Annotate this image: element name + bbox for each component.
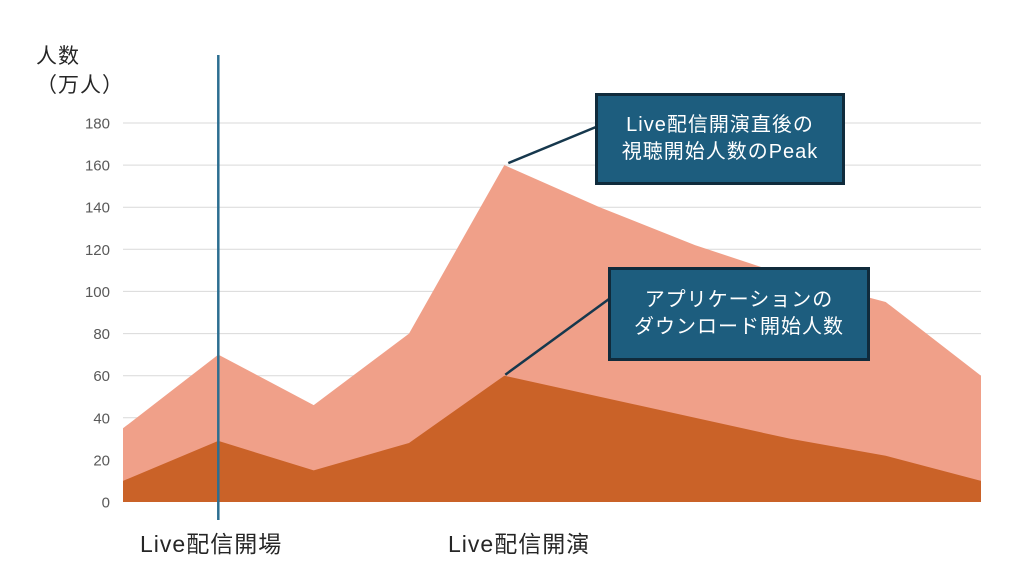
y-axis-title-line1: 人数	[36, 45, 80, 68]
y-tick-label-120: 120	[85, 242, 110, 259]
y-tick-label-40: 40	[93, 410, 110, 427]
y-axis-title: 人数 （万人）	[36, 42, 124, 100]
leader-line-app-downloads	[504, 297, 610, 376]
x-axis-label-live-kaien: Live配信開演	[448, 531, 591, 557]
callout-viewers-peak: Live配信開演直後の 視聴開始人数のPeak	[595, 93, 845, 185]
callout-app-downloads: アプリケーションの ダウンロード開始人数	[608, 267, 870, 361]
leader-line-viewers-peak	[507, 125, 597, 165]
x-axis-label-live-kaijo: Live配信開場	[140, 531, 283, 557]
y-tick-label-20: 20	[93, 452, 110, 469]
callout-app-downloads-line1: アプリケーションの	[644, 289, 834, 311]
area-viewing-start-count	[123, 165, 981, 502]
y-tick-label-100: 100	[85, 284, 110, 301]
area-app-download-count	[123, 375, 981, 502]
callout-viewers-peak-line2: 視聴開始人数のPeak	[621, 141, 819, 163]
callout-app-downloads-line2: ダウンロード開始人数	[634, 316, 844, 338]
callout-viewers-peak-line1: Live配信開演直後の	[626, 114, 814, 136]
y-tick-label-180: 180	[85, 116, 110, 133]
y-tick-label-160: 160	[85, 158, 110, 175]
y-tick-label-140: 140	[85, 200, 110, 217]
y-tick-label-80: 80	[93, 326, 110, 343]
y-axis-title-line2: （万人）	[36, 74, 124, 97]
y-tick-label-60: 60	[93, 368, 110, 385]
y-tick-label-0: 0	[102, 495, 110, 512]
